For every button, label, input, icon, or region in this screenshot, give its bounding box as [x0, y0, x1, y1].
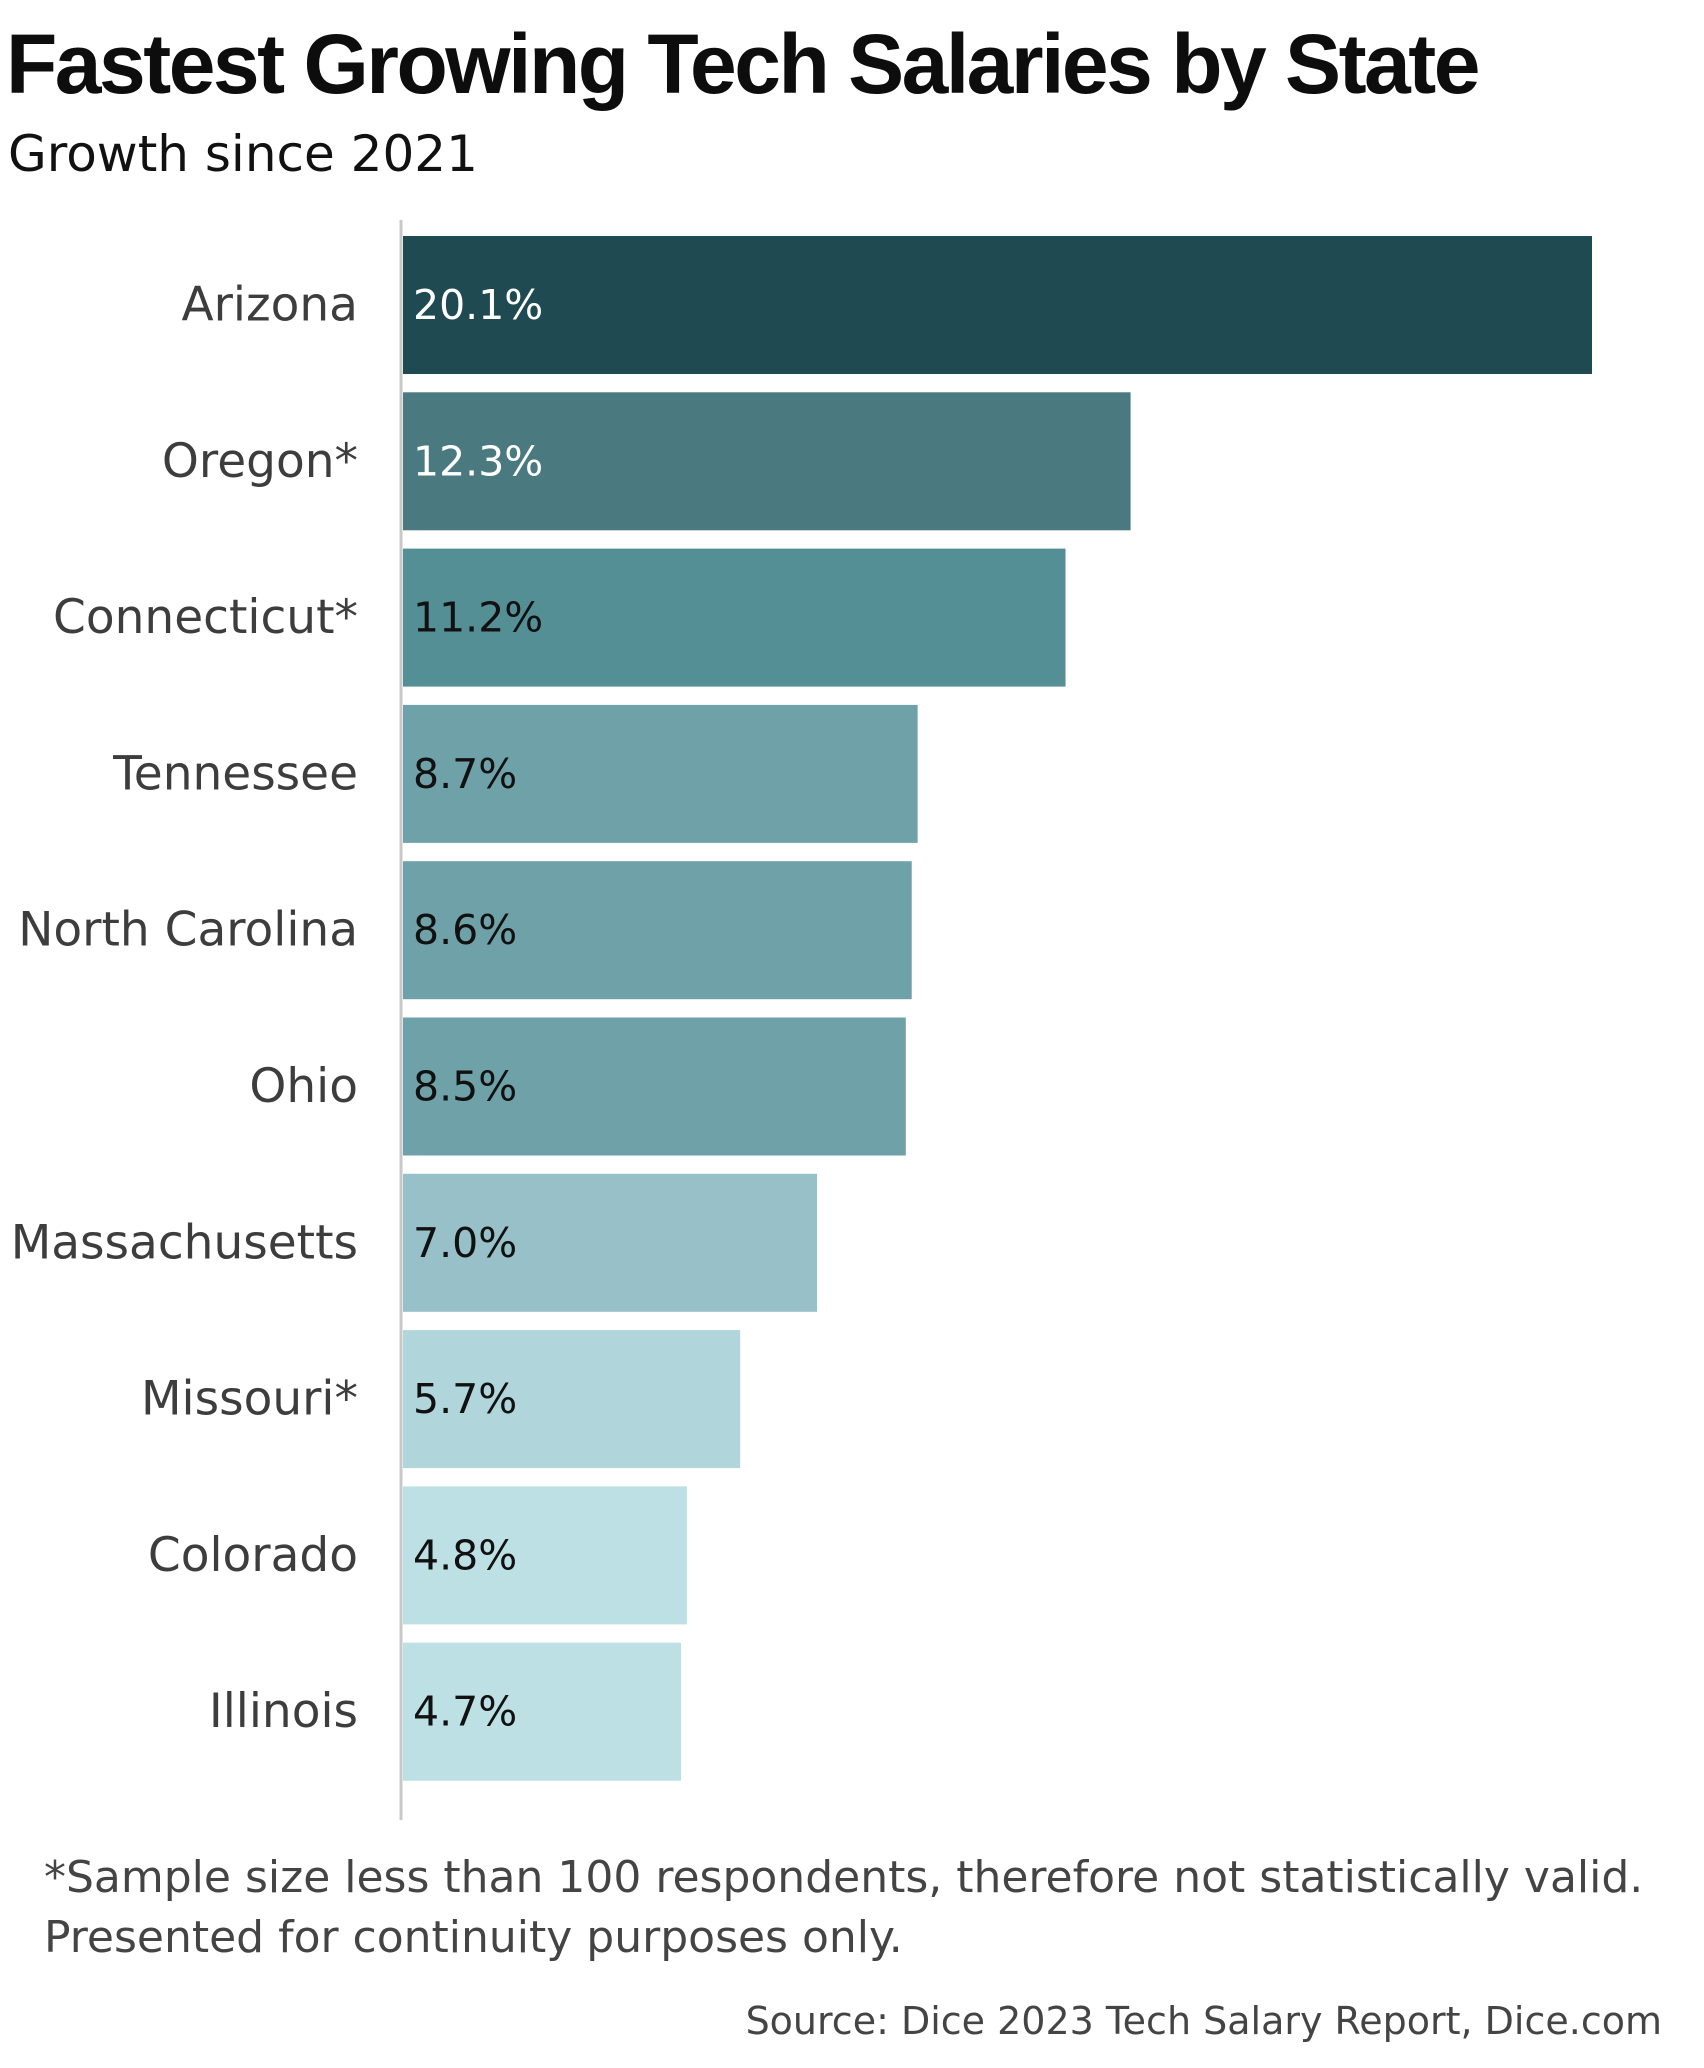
bar-illinois	[403, 1642, 682, 1781]
bar-group-massachusetts: Massachusetts 7.0%	[11, 1173, 818, 1312]
category-label-missouri: Missouri*	[141, 1372, 358, 1427]
value-label-arizona: 20.1%	[413, 281, 543, 329]
bar-connecticut	[403, 548, 1066, 687]
bar-oregon	[403, 392, 1131, 531]
bar-group-ohio: Ohio 8.5%	[249, 1017, 906, 1156]
value-label-connecticut: 11.2%	[413, 594, 543, 642]
value-label-tennessee: 8.7%	[413, 750, 517, 798]
bar-group-arizona: Arizona 20.1%	[181, 236, 1592, 374]
chart-subtitle: Growth since 2021	[8, 125, 478, 183]
bar-ohio	[403, 1017, 906, 1156]
bar-group-illinois: Illinois 4.7%	[209, 1642, 682, 1781]
bar-group-north-carolina: North Carolina 8.6%	[18, 861, 912, 1000]
category-label-arizona: Arizona	[181, 278, 358, 333]
category-label-oregon: Oregon*	[162, 434, 358, 489]
category-label-colorado: Colorado	[148, 1528, 358, 1583]
value-label-oregon: 12.3%	[413, 437, 543, 485]
category-label-connecticut: Connecticut*	[53, 590, 358, 645]
bar-north-carolina	[403, 861, 912, 1000]
bar-massachusetts	[403, 1173, 818, 1312]
category-label-ohio: Ohio	[249, 1059, 358, 1114]
bar-arizona	[403, 236, 1592, 374]
bar-colorado	[403, 1486, 687, 1625]
value-label-illinois: 4.7%	[413, 1688, 517, 1736]
bar-group-oregon: Oregon* 12.3%	[162, 392, 1131, 531]
category-label-tennessee: Tennessee	[112, 746, 358, 801]
category-label-illinois: Illinois	[209, 1684, 358, 1739]
category-label-north-carolina: North Carolina	[18, 903, 358, 958]
value-label-north-carolina: 8.6%	[413, 906, 517, 954]
bar-missouri	[403, 1330, 741, 1469]
bar-group-colorado: Colorado 4.8%	[148, 1486, 687, 1625]
footnote-line-2: Presented for continuity purposes only.	[44, 1912, 903, 1963]
bar-group-tennessee: Tennessee 8.7%	[112, 704, 918, 843]
source-credit: Source: Dice 2023 Tech Salary Report, Di…	[745, 1999, 1662, 2043]
bar-chart: Arizona 20.1% Oregon* 12.3% Connecticut* 11.2…	[11, 220, 1592, 1820]
footnote: *Sample size less than 100 respondents, …	[44, 1848, 1664, 1968]
bar-tennessee	[403, 704, 918, 843]
footnote-line-1: *Sample size less than 100 respondents, …	[44, 1852, 1644, 1903]
value-label-massachusetts: 7.0%	[413, 1219, 517, 1267]
bar-group-connecticut: Connecticut* 11.2%	[53, 548, 1066, 687]
chart-title: Fastest Growing Tech Salaries by State	[6, 17, 1480, 111]
category-label-massachusetts: Massachusetts	[11, 1215, 358, 1270]
value-label-missouri: 5.7%	[413, 1375, 517, 1423]
value-label-colorado: 4.8%	[413, 1531, 517, 1579]
value-label-ohio: 8.5%	[413, 1063, 517, 1111]
bar-group-missouri: Missouri* 5.7%	[141, 1330, 741, 1469]
